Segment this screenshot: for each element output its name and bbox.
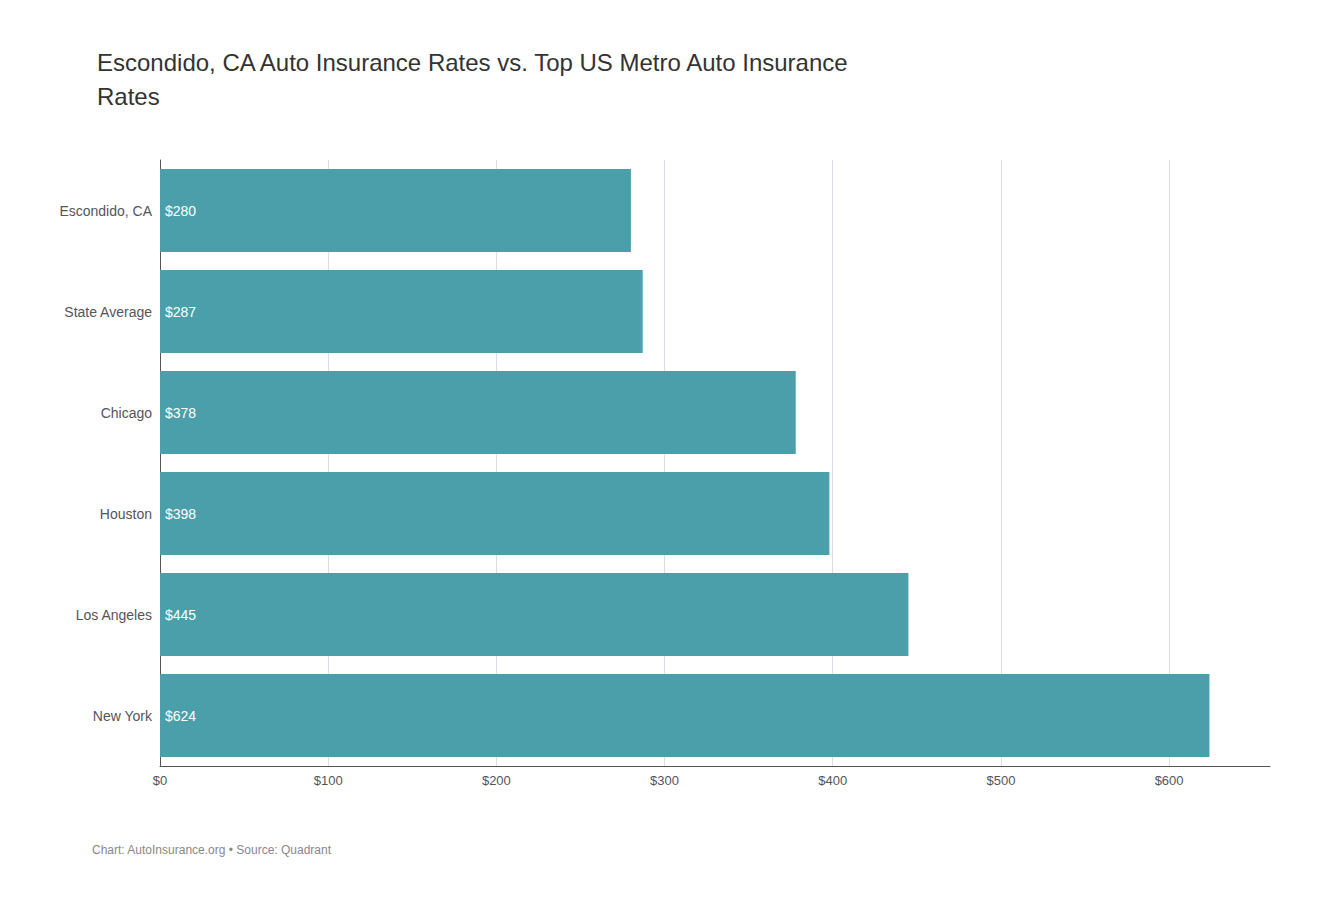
svg-text:$300: $300 [650, 773, 679, 788]
svg-text:$100: $100 [314, 773, 343, 788]
svg-text:$0: $0 [153, 773, 167, 788]
svg-text:Escondido, CA Auto Insurance R: Escondido, CA Auto Insurance Rates vs. T… [97, 49, 848, 76]
svg-text:Houston: Houston [100, 506, 152, 522]
svg-text:Los Angeles: Los Angeles [76, 607, 152, 623]
svg-text:Chicago: Chicago [101, 405, 153, 421]
svg-text:$445: $445 [165, 607, 196, 623]
svg-text:State Average: State Average [64, 304, 152, 320]
svg-text:$398: $398 [165, 506, 196, 522]
svg-text:New York: New York [93, 708, 153, 724]
svg-text:Rates: Rates [97, 83, 160, 110]
svg-text:$500: $500 [986, 773, 1015, 788]
svg-text:$600: $600 [1155, 773, 1184, 788]
svg-text:$200: $200 [482, 773, 511, 788]
svg-text:$378: $378 [165, 405, 196, 421]
svg-text:$624: $624 [165, 708, 196, 724]
svg-text:$280: $280 [165, 203, 196, 219]
svg-text:Chart: AutoInsurance.org • Sou: Chart: AutoInsurance.org • Source: Quadr… [92, 843, 332, 857]
svg-text:$287: $287 [165, 304, 196, 320]
svg-text:Escondido, CA: Escondido, CA [59, 203, 152, 219]
svg-text:$400: $400 [818, 773, 847, 788]
